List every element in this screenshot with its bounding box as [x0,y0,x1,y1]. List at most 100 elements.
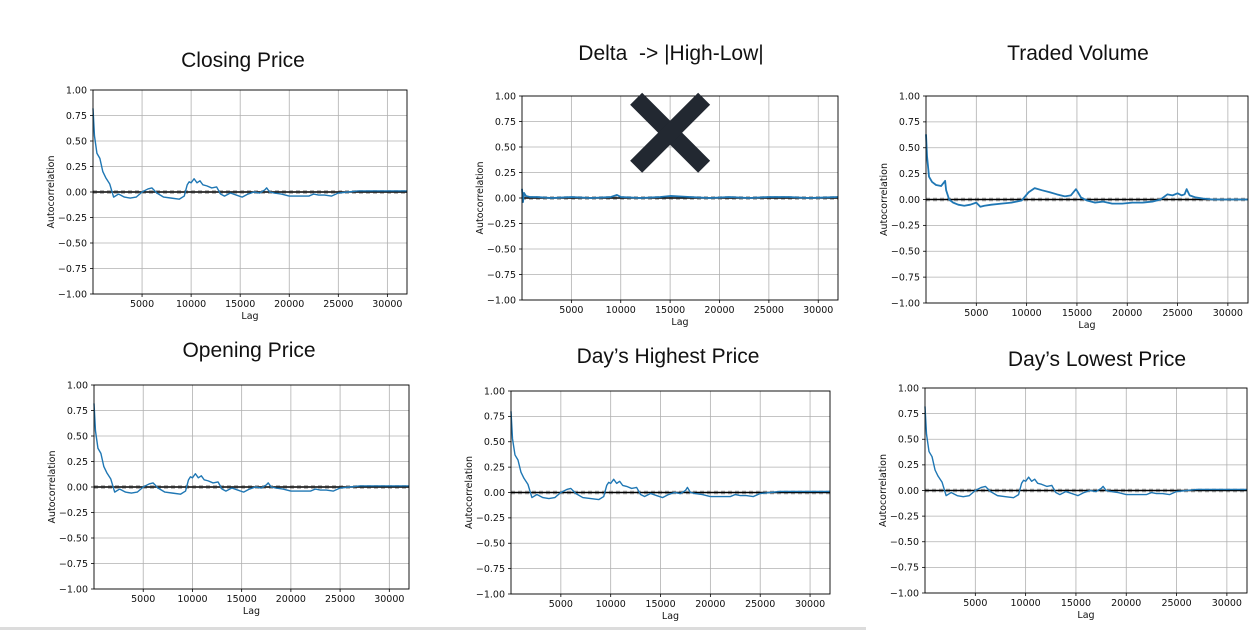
y-tick-label: 0.00 [67,482,88,493]
x-axis-label: Lag [662,611,679,622]
chart-opening-price: 1.00 0.75 0.50 0.25 0.00 −0.25 −0.50 −0.75 −1.00… [47,380,410,617]
x-tick-label: 30000 [803,305,833,316]
y-tick-label: 0.00 [898,486,919,497]
y-tick-label: −0.25 [476,513,505,524]
y-tick-label: −0.50 [891,247,920,258]
y-tick-label: 0.25 [495,168,516,179]
chart-title-opening-price: Opening Price [182,339,316,362]
x-tick-label: 25000 [745,599,775,610]
axes-frame [510,390,831,595]
y-tick-label: 1.00 [899,91,920,102]
autocorrelation-series-line [92,108,407,200]
chart-title-traded-volume: Traded Volume [1007,42,1149,65]
y-tick-label: −0.75 [487,270,516,281]
y-axis-label: Autocorrelation [464,456,475,529]
x-axis-label: Lag [671,317,688,328]
y-tick-label: 0.00 [484,488,505,499]
y-tick-label: 0.25 [899,169,920,180]
y-tick-label: −0.25 [487,219,516,230]
chart-closing-price: 1.00 0.75 0.50 0.25 0.00 −0.25 −0.50 −0.75 −1.00… [46,85,408,322]
chart-title-days-highest-price: Day’s Highest Price [576,345,760,368]
y-tick-label: 0.00 [899,195,920,206]
y-tick-label: 1.00 [898,383,919,394]
y-tick-label: −0.25 [59,508,88,519]
x-axis-label: Lag [1077,610,1094,621]
y-tick-label: −1.00 [59,584,88,595]
x-tick-label: 20000 [1112,308,1142,319]
chart-days-highest-price: 1.00 0.75 0.50 0.25 0.00 −0.25 −0.50 −0.75 −1.00… [464,386,831,622]
x-tick-label: 10000 [177,594,207,605]
autocorrelation-series-line [924,406,1247,499]
x-tick-label: 25000 [325,594,355,605]
autocorrelation-series-line [521,188,839,203]
y-tick-label: 0.75 [66,111,87,122]
y-tick-label: 1.00 [67,380,88,391]
x-axis-label: Lag [1078,320,1095,331]
cross-out-icon [630,92,711,173]
x-tick-label: 30000 [372,299,402,310]
autocorrelation-series-line [510,411,830,501]
y-tick-label: −1.00 [891,298,920,309]
x-tick-label: 30000 [795,599,825,610]
y-tick-label: −0.75 [59,559,88,570]
x-tick-label: 30000 [1213,308,1243,319]
x-tick-label: 10000 [176,299,206,310]
x-tick-label: 20000 [1111,598,1141,609]
chart-title-delta: Delta -> |High-Low| [578,42,764,65]
y-axis-label: Autocorrelation [878,454,889,527]
x-tick-label: 10000 [1011,598,1041,609]
y-tick-label: 0.75 [67,406,88,417]
x-tick-label: 30000 [374,594,404,605]
y-tick-label: 1.00 [495,91,516,102]
x-tick-label: 5000 [131,594,155,605]
y-tick-label: 0.25 [484,462,505,473]
y-tick-label: −0.25 [58,213,87,224]
y-tick-label: −1.00 [476,589,505,600]
x-tick-label: 15000 [1062,308,1092,319]
y-tick-label: 0.50 [67,431,88,442]
x-tick-label: 25000 [323,299,353,310]
y-tick-label: 0.00 [66,187,87,198]
x-tick-label: 20000 [274,299,304,310]
x-tick-label: 20000 [695,599,725,610]
autocorrelation-series-line [925,134,1248,208]
y-tick-label: 0.25 [67,457,88,468]
chart-days-lowest-price: 1.00 0.75 0.50 0.25 0.00 −0.25 −0.50 −0.75 −1.00… [878,383,1248,621]
y-tick-label: −0.50 [890,537,919,548]
x-tick-label: 20000 [704,305,734,316]
axes-frame [92,89,408,295]
x-tick-label: 5000 [549,599,573,610]
x-axis-label: Lag [243,606,260,617]
x-tick-label: 5000 [964,308,988,319]
chart-traded-volume: 1.00 0.75 0.50 0.25 0.00 −0.25 −0.50 −0.75 −1.00… [879,91,1249,331]
axes-frame [925,95,1249,304]
axes-frame [521,95,839,301]
y-tick-label: 0.25 [66,162,87,173]
x-tick-label: 10000 [606,305,636,316]
x-tick-label: 25000 [754,305,784,316]
y-tick-label: −0.75 [891,272,920,283]
y-tick-label: −0.25 [890,511,919,522]
y-tick-label: −0.75 [58,264,87,275]
x-tick-label: 25000 [1162,308,1192,319]
y-tick-label: 0.50 [495,142,516,153]
axes-frame [924,387,1248,594]
x-axis-label: Lag [241,311,258,322]
y-tick-label: 0.25 [898,460,919,471]
y-tick-label: 0.75 [484,412,505,423]
x-tick-label: 15000 [655,305,685,316]
y-tick-label: −1.00 [58,289,87,300]
chart-title-days-lowest-price: Day’s Lowest Price [1007,348,1187,371]
autocorrelation-series-line [93,403,409,495]
y-tick-label: 0.50 [899,143,920,154]
y-tick-label: 1.00 [66,85,87,96]
y-tick-label: 1.00 [484,386,505,397]
y-tick-label: 0.50 [898,435,919,446]
x-tick-label: 5000 [130,299,154,310]
y-tick-label: −1.00 [487,295,516,306]
y-tick-label: −1.00 [890,588,919,599]
x-tick-label: 15000 [645,599,675,610]
y-axis-label: Autocorrelation [47,450,58,523]
x-tick-label: 10000 [596,599,626,610]
y-axis-label: Autocorrelation [46,155,57,228]
